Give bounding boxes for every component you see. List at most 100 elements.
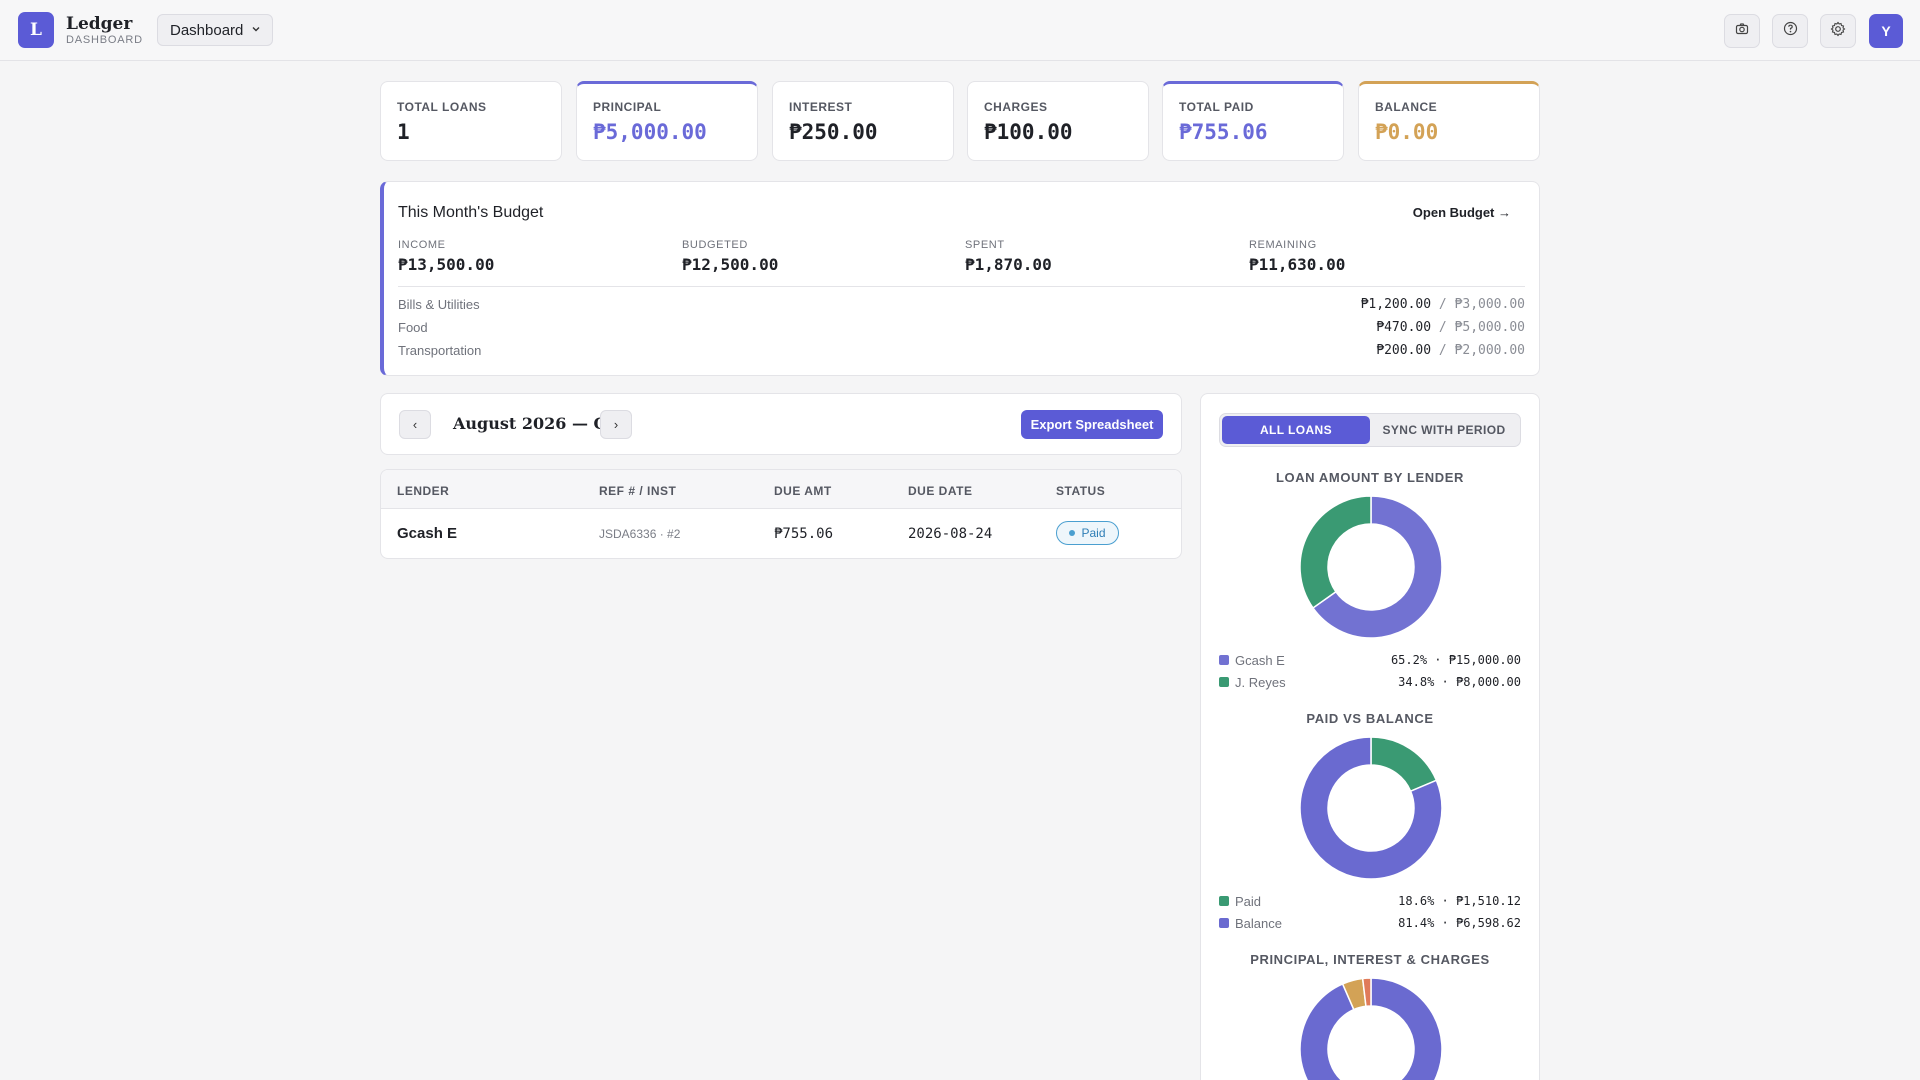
help-button[interactable] — [1772, 14, 1808, 48]
legend-item: Balance 81.4% · ₱6,598.62 — [1219, 915, 1521, 933]
stat-value: ₱755.06 — [1179, 120, 1268, 144]
budget-category-spent: ₱470.00 — [1376, 320, 1432, 335]
column-header-due-amount[interactable]: DUE AMT — [774, 484, 832, 498]
open-budget-link[interactable]: Open Budget → — [1412, 205, 1511, 220]
budget-summary-label: SPENT — [965, 239, 1005, 251]
export-spreadsheet-button[interactable]: Export Spreadsheet — [1021, 410, 1163, 439]
screenshot-button[interactable] — [1724, 14, 1760, 48]
table-header: LENDER REF # / INST DUE AMT DUE DATE STA… — [381, 470, 1181, 509]
stat-balance: BALANCE ₱0.00 — [1358, 81, 1540, 161]
stat-principal: PRINCIPAL ₱5,000.00 — [576, 81, 758, 161]
budget-category-separator: / — [1438, 297, 1447, 312]
principal-interest-charges-donut — [1299, 977, 1443, 1080]
legend-item: J. Reyes 34.8% · ₱8,000.00 — [1219, 674, 1521, 692]
chevron-down-icon — [251, 24, 261, 37]
chart-title: PAID VS BALANCE — [1306, 711, 1434, 726]
donut-slice-balance[interactable] — [1299, 736, 1443, 880]
app-logo[interactable]: L — [18, 12, 54, 48]
status-badge: Paid — [1056, 521, 1119, 545]
legend-name: Paid — [1235, 894, 1262, 909]
loan-by-lender-donut — [1299, 495, 1443, 639]
gear-icon — [1830, 21, 1846, 42]
view-select-label: Dashboard — [170, 21, 244, 39]
budget-category-name: Bills & Utilities — [398, 297, 480, 312]
budget-category-amounts: ₱200.00 / ₱2,000.00 — [1376, 343, 1525, 358]
period-label: August 2026 — Q1 — [453, 414, 619, 433]
budget-category-total: ₱2,000.00 — [1454, 343, 1525, 358]
stat-charges: CHARGES ₱100.00 — [967, 81, 1149, 161]
stat-label: TOTAL LOANS — [397, 100, 487, 114]
column-header-lender[interactable]: LENDER — [397, 484, 450, 498]
budget-category-row: Transportation ₱200.00 / ₱2,000.00 — [398, 341, 1525, 361]
budget-category-row: Bills & Utilities ₱1,200.00 / ₱3,000.00 — [398, 295, 1525, 315]
budget-summary-label: INCOME — [398, 239, 446, 251]
budget-category-amounts: ₱1,200.00 / ₱3,000.00 — [1361, 297, 1525, 312]
status-dot-icon — [1069, 530, 1076, 536]
legend-item: Paid 18.6% · ₱1,510.12 — [1219, 893, 1521, 911]
column-header-ref[interactable]: REF # / INST — [599, 484, 677, 498]
brand-name: Ledger — [66, 14, 133, 34]
donut-slice-charges[interactable] — [1361, 977, 1372, 1008]
camera-icon — [1735, 22, 1749, 41]
installments-table: LENDER REF # / INST DUE AMT DUE DATE STA… — [380, 469, 1182, 559]
loan-scope-toggle: ALL LOANS SYNC WITH PERIOD — [1219, 413, 1521, 447]
legend-swatch — [1219, 677, 1229, 687]
budget-spent: SPENT ₱1,870.00 — [965, 239, 1052, 274]
budget-divider — [398, 286, 1525, 287]
donut-slice-gcash-e[interactable] — [1311, 495, 1443, 639]
prev-period-button[interactable]: ‹ — [399, 410, 431, 439]
chart-title: PRINCIPAL, INTEREST & CHARGES — [1250, 952, 1490, 967]
donut-slice-principal[interactable] — [1299, 977, 1443, 1080]
budget-summary-value: ₱1,870.00 — [965, 255, 1052, 274]
cell-lender: Gcash E — [397, 525, 458, 542]
budget-summary-value: ₱12,500.00 — [682, 255, 779, 274]
cell-due-amount: ₱755.06 — [774, 526, 834, 542]
stat-label: INTEREST — [789, 100, 853, 114]
budget-remaining: REMAINING ₱11,630.00 — [1249, 239, 1345, 274]
legend-value: 65.2% · ₱15,000.00 — [1390, 653, 1521, 667]
stat-total-loans: TOTAL LOANS 1 — [380, 81, 562, 161]
budget-category-spent: ₱1,200.00 — [1360, 297, 1432, 312]
table-row[interactable]: Gcash E JSDA6336 · #2 ₱755.06 2026-08-24… — [381, 509, 1181, 558]
budget-summary-label: REMAINING — [1249, 239, 1317, 251]
user-avatar[interactable]: Y — [1869, 14, 1903, 48]
legend-swatch — [1219, 896, 1229, 906]
budget-category-amounts: ₱470.00 / ₱5,000.00 — [1376, 320, 1525, 335]
legend-value: 34.8% · ₱8,000.00 — [1398, 675, 1521, 689]
budget-category-total: ₱3,000.00 — [1454, 297, 1525, 312]
cell-due-date: 2026-08-24 — [908, 526, 993, 542]
donut-slice-paid[interactable] — [1370, 736, 1438, 793]
donut-slice-j-reyes[interactable] — [1299, 495, 1372, 609]
budget-income: INCOME ₱13,500.00 — [398, 239, 494, 274]
cell-ref: JSDA6336 · #2 — [599, 527, 681, 541]
help-icon — [1783, 21, 1798, 41]
legend-swatch — [1219, 918, 1229, 928]
column-header-due-date[interactable]: DUE DATE — [908, 484, 973, 498]
budget-title: This Month's Budget — [398, 204, 544, 221]
monthly-budget-card: This Month's Budget Open Budget → INCOME… — [380, 181, 1540, 376]
budget-summary-value: ₱11,630.00 — [1249, 255, 1346, 274]
paid-vs-balance-donut — [1299, 736, 1443, 880]
next-period-button[interactable]: › — [600, 410, 632, 439]
stat-value: ₱250.00 — [789, 120, 878, 144]
legend-name: Balance — [1235, 916, 1282, 931]
stat-interest: INTEREST ₱250.00 — [772, 81, 954, 161]
toggle-sync-with-period[interactable]: SYNC WITH PERIOD — [1382, 423, 1506, 437]
toggle-all-loans[interactable]: ALL LOANS — [1222, 416, 1370, 444]
settings-button[interactable] — [1820, 14, 1856, 48]
budget-category-name: Food — [398, 320, 428, 335]
stat-value: ₱0.00 — [1375, 120, 1439, 144]
budget-budgeted: BUDGETED ₱12,500.00 — [682, 239, 778, 274]
column-header-status[interactable]: STATUS — [1056, 484, 1106, 498]
legend-name: Gcash E — [1235, 653, 1285, 668]
stat-label: TOTAL PAID — [1179, 100, 1254, 114]
stat-label: BALANCE — [1375, 100, 1438, 114]
charts-panel: ALL LOANS SYNC WITH PERIOD LOAN AMOUNT B… — [1200, 393, 1540, 1080]
stat-value: 1 — [397, 120, 410, 144]
stat-total-paid: TOTAL PAID ₱755.06 — [1162, 81, 1344, 161]
brand-subtitle: DASHBOARD — [66, 34, 143, 46]
chart-title: LOAN AMOUNT BY LENDER — [1275, 470, 1465, 485]
view-select[interactable]: Dashboard — [157, 14, 273, 46]
status-label: Paid — [1081, 526, 1106, 540]
legend-value: 18.6% · ₱1,510.12 — [1398, 894, 1521, 908]
